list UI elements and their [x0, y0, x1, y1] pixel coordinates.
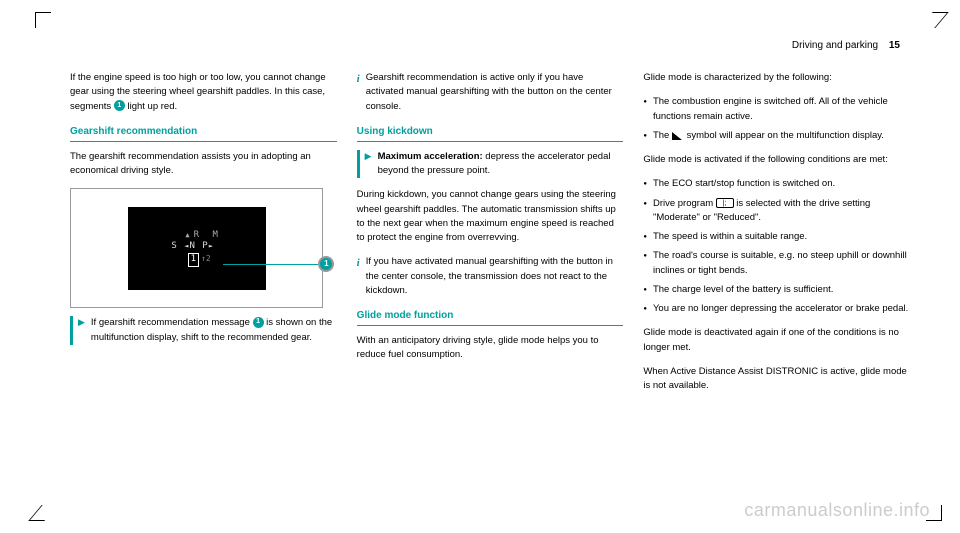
gear-row: S ◄N P►	[171, 241, 221, 253]
body-text: light up red.	[125, 101, 177, 112]
page-container: Driving and parking 15 If the engine spe…	[0, 0, 960, 533]
paragraph: Glide mode is activated if the following…	[643, 153, 910, 167]
paragraph: Glide mode is deactivated again if one o…	[643, 326, 910, 355]
column-2: i Gearshift recommendation is active onl…	[357, 71, 624, 474]
list-text: The combustion engine is switched off. A…	[653, 95, 910, 124]
list-item: ● The charge level of the battery is suf…	[643, 283, 910, 297]
bullet-icon: ●	[643, 132, 647, 141]
column-1: If the engine speed is too high or too l…	[70, 71, 337, 474]
list-text: The ECO start/stop function is switched …	[653, 177, 835, 191]
bullet-icon: ●	[643, 305, 647, 314]
running-header: Driving and parking 15	[70, 40, 910, 51]
bullet-icon: ●	[643, 200, 647, 209]
body-text: The	[653, 130, 672, 141]
action-text: Maximum acceleration: depress the accele…	[378, 150, 624, 179]
list-text: The road's course is suitable, e.g. no s…	[653, 249, 910, 278]
gear-row: 1↑2	[171, 253, 221, 267]
section-heading: Using kickdown	[357, 124, 624, 142]
list-text: Drive program |; is selected with the dr…	[653, 197, 910, 226]
instrument-display: ▲R M S ◄N P► 1↑2	[128, 207, 266, 290]
info-icon: i	[357, 71, 360, 88]
action-arrow-icon: ▶	[78, 316, 85, 330]
action-step: ▶ If gearshift recommendation message 1 …	[70, 316, 337, 345]
bullet-list: ● The ECO start/stop function is switche…	[643, 177, 910, 316]
bullet-icon: ●	[643, 286, 647, 295]
bullet-icon: ●	[643, 180, 647, 189]
paragraph: When Active Distance Assist DISTRONIC is…	[643, 365, 910, 394]
gear-indicator: ▲R M S ◄N P► 1↑2	[171, 230, 221, 267]
section-heading: Glide mode function	[357, 308, 624, 326]
bullet-icon: ●	[643, 233, 647, 242]
info-icon: i	[357, 255, 360, 272]
bullet-icon: ●	[643, 252, 647, 261]
column-3: Glide mode is characterized by the follo…	[643, 71, 910, 474]
list-item: ● The speed is within a suitable range.	[643, 230, 910, 244]
callout-number-icon: 1	[114, 100, 125, 111]
list-item: ● The ECO start/stop function is switche…	[643, 177, 910, 191]
action-step: ▶ Maximum acceleration: depress the acce…	[357, 150, 624, 179]
paragraph: If the engine speed is too high or too l…	[70, 71, 337, 114]
list-item: ● The combustion engine is switched off.…	[643, 95, 910, 124]
list-item: ● The symbol will appear on the multifun…	[643, 129, 910, 143]
action-text: If gearshift recommendation message 1 is…	[91, 316, 337, 345]
figure-callout-number: 1	[318, 256, 334, 272]
header-page-number: 15	[889, 40, 900, 51]
list-item: ● The road's course is suitable, e.g. no…	[643, 249, 910, 278]
callout-number-icon: 1	[253, 317, 264, 328]
body-text: If the engine speed is too high or too l…	[70, 72, 326, 112]
info-note: i If you have activated manual gearshift…	[357, 255, 624, 298]
drive-program-icon: |;	[716, 198, 734, 208]
section-heading: Gearshift recommendation	[70, 124, 337, 142]
body-text: symbol will appear on the multifunction …	[684, 130, 884, 141]
paragraph: With an anticipatory driving style, glid…	[357, 334, 624, 363]
content-columns: If the engine speed is too high or too l…	[70, 71, 910, 474]
bullet-icon: ●	[643, 98, 647, 107]
paragraph: During kickdown, you cannot change gears…	[357, 188, 624, 245]
bullet-list: ● The combustion engine is switched off.…	[643, 95, 910, 143]
info-note: i Gearshift recommendation is active onl…	[357, 71, 624, 114]
list-text: The speed is within a suitable range.	[653, 230, 807, 244]
gear-row: ▲R M	[171, 230, 221, 242]
list-item: ● You are no longer depressing the accel…	[643, 302, 910, 316]
paragraph: The gearshift recommendation assists you…	[70, 150, 337, 179]
gearshift-figure: ▲R M S ◄N P► 1↑2 1	[70, 188, 323, 308]
list-text: The symbol will appear on the multifunct…	[653, 129, 884, 143]
watermark-text: carmanualsonline.info	[744, 500, 930, 521]
body-text: Drive program	[653, 198, 716, 209]
info-text: Gearshift recommendation is active only …	[366, 71, 624, 114]
glide-symbol-icon	[672, 130, 684, 140]
info-text: If you have activated manual gearshiftin…	[366, 255, 624, 298]
list-text: The charge level of the battery is suffi…	[653, 283, 833, 297]
paragraph: Glide mode is characterized by the follo…	[643, 71, 910, 85]
body-text: If gearshift recommendation message	[91, 317, 253, 328]
action-label: Maximum acceleration:	[378, 151, 483, 162]
list-text: You are no longer depressing the acceler…	[653, 302, 908, 316]
action-arrow-icon: ▶	[365, 150, 372, 164]
list-item: ● Drive program |; is selected with the …	[643, 197, 910, 226]
callout-leader-line	[223, 264, 319, 265]
header-section-title: Driving and parking	[792, 40, 878, 51]
